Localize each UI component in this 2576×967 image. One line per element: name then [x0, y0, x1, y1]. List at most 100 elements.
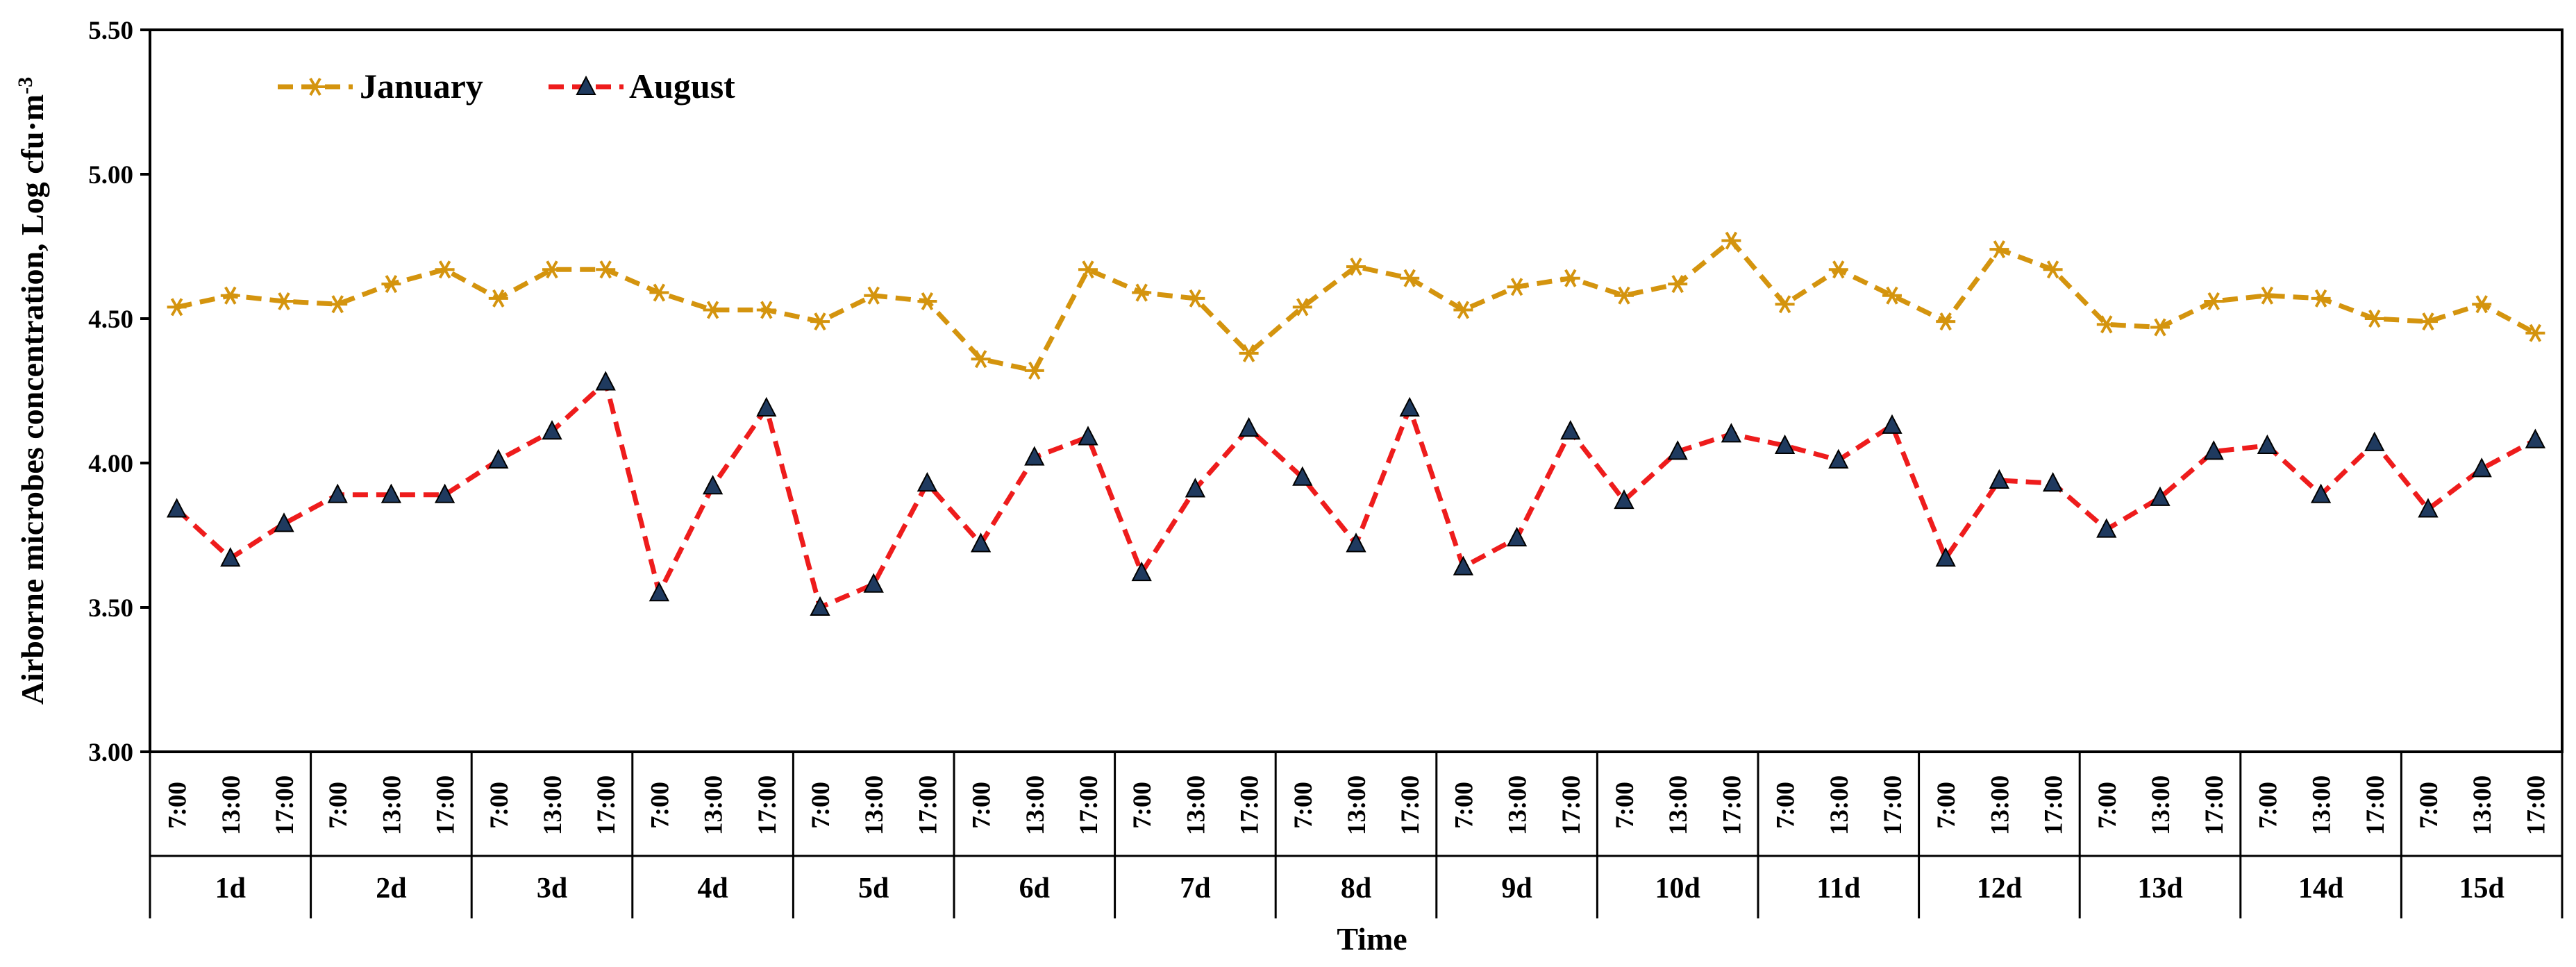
data-point-august [1935, 547, 1956, 567]
x-time-label: 7:00 [2415, 782, 2443, 829]
data-point-august [917, 471, 938, 492]
x-time-label: 7:00 [807, 782, 835, 829]
x-time-label: 13:00 [217, 775, 246, 835]
y-tick-label: 3.00 [88, 739, 133, 767]
data-point-january [2150, 318, 2170, 337]
x-time-label: 13:00 [1986, 775, 2014, 835]
data-point-january [1989, 240, 2009, 259]
x-time-label: 7:00 [1289, 782, 1318, 829]
y-tick-label: 4.50 [88, 305, 133, 334]
data-point-january [274, 292, 294, 311]
data-point-august [1238, 417, 1260, 437]
x-time-label: 13:00 [2308, 775, 2336, 835]
x-time-label: 13:00 [378, 775, 406, 835]
x-time-label: 17:00 [1879, 775, 1907, 835]
legend-triangle-marker [576, 75, 596, 95]
x-time-label: 17:00 [592, 775, 621, 835]
y-axis: 3.00 3.50 4.00 4.50 5.00 5.50 [88, 17, 150, 767]
x-day-label: 13d [2137, 873, 2182, 905]
data-point-january [1775, 295, 1795, 314]
x-time-label: 17:00 [432, 775, 460, 835]
x-axis-title: Time [1337, 921, 1407, 957]
data-point-january [1668, 275, 1688, 294]
data-point-january [1292, 298, 1312, 317]
data-point-august [1882, 414, 1902, 434]
data-point-august [1292, 466, 1313, 486]
data-point-january [1024, 361, 1044, 380]
series-line-january [176, 238, 2537, 373]
data-point-january [542, 260, 562, 279]
x-time-label: 7:00 [1611, 782, 1639, 829]
data-point-august [2257, 434, 2278, 455]
x-day-label: 2d [376, 873, 406, 905]
data-point-august [810, 596, 830, 616]
x-time-label: 13:00 [860, 775, 889, 835]
data-point-january [328, 295, 348, 314]
data-point-january [1346, 258, 1366, 276]
data-point-january [971, 350, 991, 369]
data-point-january [864, 286, 884, 305]
data-point-january [1828, 260, 1848, 279]
y-axis-title: Airborne microbes concentration, Log cfu… [14, 77, 50, 705]
x-time-label: 7:00 [324, 782, 353, 829]
legend-label-january: January [360, 67, 483, 106]
y-tick-label: 5.00 [88, 161, 133, 190]
data-point-august [434, 483, 455, 503]
data-point-january [1400, 269, 1420, 287]
data-point-august [1560, 420, 1581, 440]
data-point-august [2096, 518, 2117, 538]
data-point-august [380, 483, 402, 503]
x-time-label: 7:00 [2254, 782, 2282, 829]
data-point-january [1721, 231, 1741, 250]
data-point-august [2471, 457, 2492, 478]
x-time-label: 17:00 [2040, 775, 2068, 835]
data-point-august [2203, 440, 2224, 460]
x-time-label: 7:00 [2093, 782, 2122, 829]
data-point-january [2418, 312, 2438, 331]
x-time-label: 13:00 [700, 775, 728, 835]
x-day-label: 1d [215, 873, 246, 905]
data-point-august [756, 396, 777, 417]
data-point-january [1132, 283, 1152, 302]
x-time-label: 13:00 [1825, 775, 1854, 835]
data-point-january [1078, 260, 1098, 279]
x-day-label: 12d [1977, 873, 2022, 905]
x-time-label: 7:00 [1128, 782, 1157, 829]
legend-asterisk-marker [306, 77, 325, 96]
x-day-label: 5d [858, 873, 889, 905]
data-point-august [1506, 526, 1528, 547]
data-point-january [703, 301, 723, 319]
x-time-label: 13:00 [1021, 775, 1050, 835]
x-time-label: 7:00 [164, 782, 192, 829]
legend-item-january: January [278, 67, 483, 106]
x-time-label: 17:00 [2522, 775, 2550, 835]
data-point-january [220, 286, 240, 305]
data-point-august [1131, 561, 1152, 582]
data-point-january [1507, 278, 1527, 296]
data-point-january [1185, 289, 1205, 308]
y-tick-label: 3.50 [88, 594, 133, 623]
legend: January August [278, 67, 735, 106]
series-line-august [175, 380, 2537, 610]
data-point-august [1078, 426, 1098, 446]
data-point-august [1721, 423, 1742, 443]
plot-frame [149, 28, 2564, 753]
x-day-label: 7d [1180, 873, 1210, 905]
data-point-january [1560, 269, 1580, 287]
data-point-january [2311, 289, 2331, 308]
data-point-august [2364, 431, 2385, 451]
x-day-label: 10d [1655, 873, 1700, 905]
x-time-label: 17:00 [2361, 775, 2390, 835]
data-point-august [1453, 555, 1474, 575]
data-point-august [2042, 471, 2064, 492]
x-day-label: 9d [1501, 873, 1532, 905]
y-tick-label: 5.50 [88, 17, 133, 45]
data-point-august [1399, 396, 1420, 417]
x-day-label: 15d [2459, 873, 2504, 905]
x-time-label: 7:00 [1932, 782, 1961, 829]
x-time-label: 13:00 [1664, 775, 1693, 835]
data-point-january [649, 283, 669, 302]
y-tick-label: 4.00 [88, 450, 133, 478]
data-point-august [542, 420, 562, 440]
